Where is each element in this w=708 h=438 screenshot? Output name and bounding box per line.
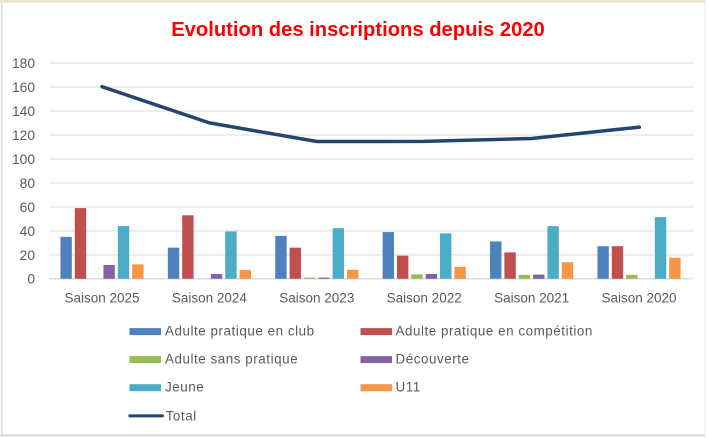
svg-text:180: 180 bbox=[12, 56, 35, 71]
svg-text:Découverte: Découverte bbox=[396, 352, 470, 367]
svg-text:0: 0 bbox=[27, 272, 35, 287]
svg-text:Saison 2022: Saison 2022 bbox=[387, 291, 462, 306]
svg-text:Adulte pratique en club: Adulte pratique en club bbox=[165, 324, 315, 339]
svg-text:U11: U11 bbox=[396, 380, 421, 395]
svg-text:100: 100 bbox=[12, 152, 35, 167]
svg-text:40: 40 bbox=[20, 224, 36, 239]
svg-text:Jeune: Jeune bbox=[165, 380, 204, 395]
svg-text:140: 140 bbox=[12, 104, 35, 119]
svg-text:80: 80 bbox=[20, 176, 36, 191]
svg-text:Adulte sans pratique: Adulte sans pratique bbox=[165, 352, 298, 367]
svg-text:20: 20 bbox=[20, 248, 36, 263]
svg-text:60: 60 bbox=[20, 200, 36, 215]
svg-text:160: 160 bbox=[12, 80, 35, 95]
svg-text:Saison 2023: Saison 2023 bbox=[279, 291, 354, 306]
svg-text:Evolution des inscriptions dep: Evolution des inscriptions depuis 2020 bbox=[171, 19, 545, 41]
svg-text:Saison 2020: Saison 2020 bbox=[601, 291, 676, 306]
svg-text:120: 120 bbox=[12, 128, 35, 143]
svg-text:Total: Total bbox=[166, 408, 197, 423]
svg-text:Saison 2025: Saison 2025 bbox=[64, 291, 139, 306]
svg-text:Adulte pratique en compétition: Adulte pratique en compétition bbox=[396, 324, 593, 339]
svg-text:Saison 2021: Saison 2021 bbox=[494, 291, 569, 306]
svg-text:Saison 2024: Saison 2024 bbox=[172, 291, 248, 306]
